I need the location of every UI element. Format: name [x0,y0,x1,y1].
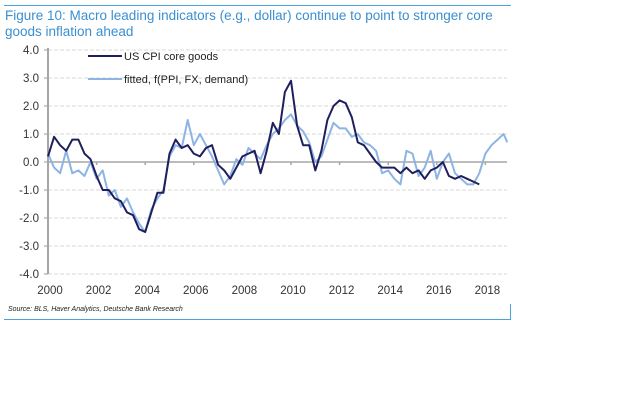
x-tick-label: 2008 [232,285,258,297]
y-axis-tick-labels: 4.0 3.0 2.0 1.0 0.0 -1.0 -2.0 -3.0 -4.0 [19,45,39,281]
series-lines [47,79,509,233]
y-tick-label: 1.0 [23,129,39,141]
x-tick-label: 2000 [37,285,63,297]
x-axis-tick-labels: 2000 2002 2004 2006 2008 2010 2012 2014 2016 2018 [37,285,500,297]
y-tick-label: 3.0 [23,73,39,85]
figure-top-border [4,5,511,6]
figure-title: Figure 10: Macro leading indicators (e.g… [5,8,493,39]
axes [44,48,507,275]
x-tick-label: 2004 [134,285,160,297]
x-tick-label: 2016 [426,285,452,297]
y-tick-label: 4.0 [23,45,39,57]
x-tick-label: 2012 [329,285,355,297]
y-tick-label: -2.0 [19,213,39,225]
x-tick-label: 2010 [280,285,306,297]
source-note: Source: BLS, Haver Analytics, Deutsche B… [8,306,183,313]
y-tick-label: -3.0 [19,241,39,253]
x-tick-label: 2006 [183,285,209,297]
grid-lines [48,49,507,275]
x-tick-label: 2014 [377,285,403,297]
legend: US CPI core goods fitted, f(PPI, FX, dema… [88,51,248,86]
y-tick-label: -1.0 [19,185,39,197]
x-tick-label: 2018 [475,285,501,297]
figure-right-border [510,304,511,320]
y-tick-label: 0.0 [23,157,39,169]
x-tick-label: 2002 [86,285,112,297]
legend-label-cpi-core-goods: US CPI core goods [124,51,219,63]
legend-label-fitted: fitted, f(PPI, FX, demand) [124,74,248,86]
series-line-cpi-core-goods [47,79,480,233]
figure-bottom-border [4,319,511,320]
y-tick-label: -4.0 [19,269,39,281]
y-tick-label: 2.0 [23,101,39,113]
